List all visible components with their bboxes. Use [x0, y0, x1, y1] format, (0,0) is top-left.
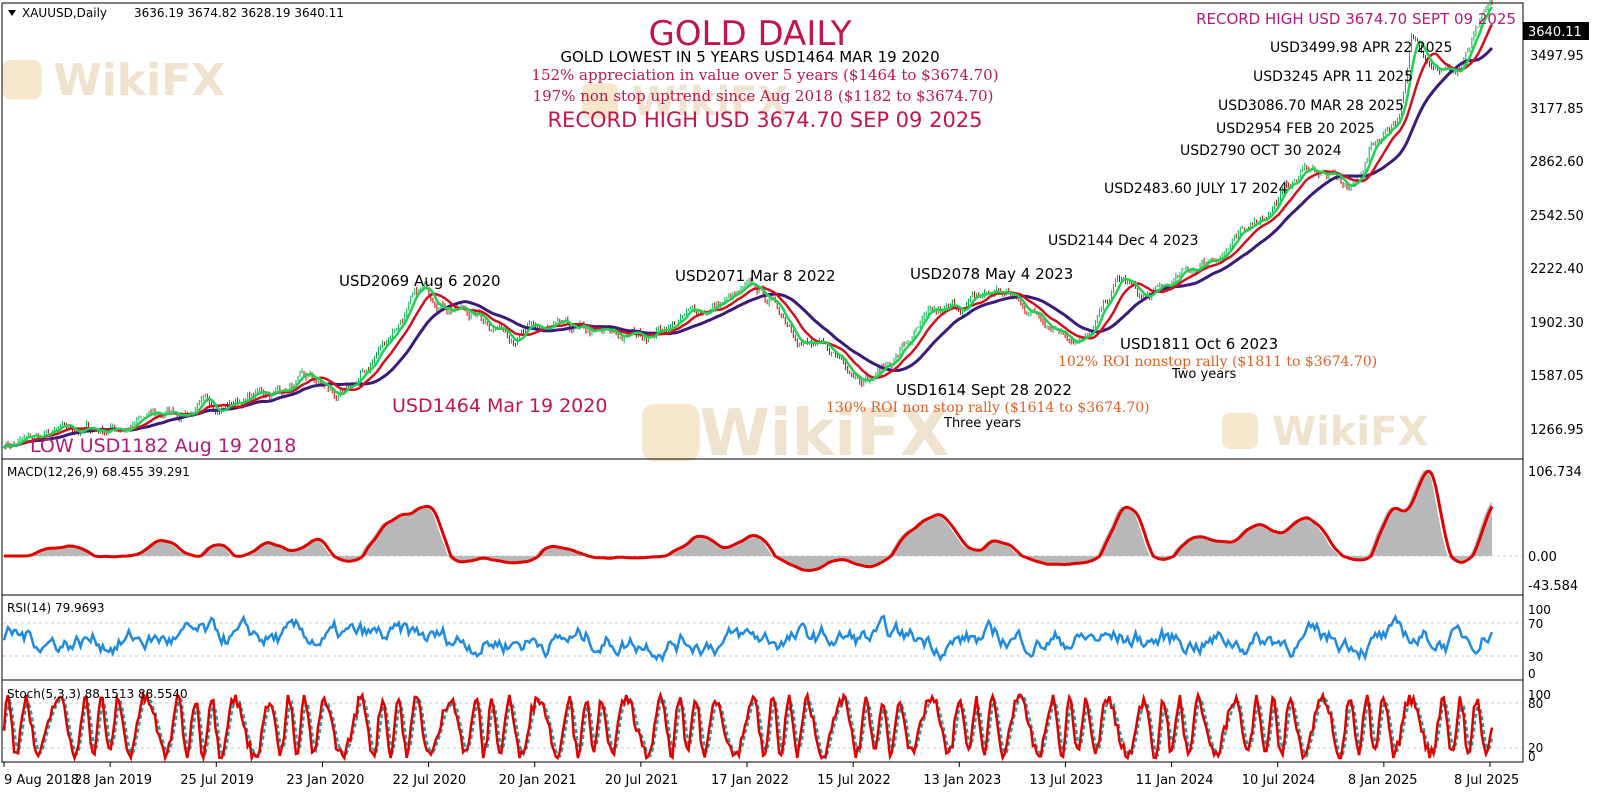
- rsi-label: RSI(14) 79.9693: [7, 601, 105, 615]
- annotation-two-years: Two years: [1171, 367, 1237, 382]
- annotation-2071: USD2071 Mar 8 2022: [675, 267, 836, 285]
- annotation-three-years: Three years: [943, 416, 1021, 431]
- ma-slow-line: [2, 46, 1494, 450]
- annotation-1614: USD1614 Sept 28 2022: [896, 381, 1072, 399]
- annotation-2069: USD2069 Aug 6 2020: [339, 272, 501, 290]
- macd-signal-line: [4, 469, 1494, 572]
- panel-frames: [1, 2, 1524, 763]
- last-price-value: 3640.11: [1528, 25, 1582, 40]
- stoch-axis: 100 80 20 0: [1528, 688, 1551, 764]
- time-tick: 13 Jul 2023: [1029, 773, 1103, 788]
- annotation-3499: USD3499.98 APR 22 2025: [1270, 40, 1452, 56]
- annotation-1464: USD1464 Mar 19 2020: [392, 395, 607, 417]
- price-annotations: USD2069 Aug 6 2020 USD2071 Mar 8 2022 US…: [30, 40, 1452, 457]
- stoch-series-layer: [2, 690, 1494, 763]
- macd-axis: 106.734 0.00 -43.584: [1528, 465, 1582, 594]
- time-tick: 23 Jan 2020: [286, 773, 364, 788]
- price-tick: 1902.30: [1530, 316, 1584, 331]
- time-tick: 25 Jul 2019: [180, 773, 254, 788]
- rsi-tick: 100: [1528, 603, 1551, 617]
- last-price-tag: 3640.11: [1523, 22, 1589, 40]
- rsi-tick: 0: [1528, 667, 1536, 681]
- annotation-3245: USD3245 APR 11 2025: [1253, 69, 1413, 85]
- macd-histogram: [4, 470, 1492, 571]
- price-tick: 3177.85: [1530, 102, 1584, 117]
- ma-mid-line: [3, 23, 1494, 449]
- price-series-layer: [2, 0, 1494, 450]
- annotation-low-1182: LOW USD1182 Aug 19 2018: [30, 435, 296, 457]
- watermark-text: WikiFX: [1272, 409, 1428, 455]
- stoch-tick: 0: [1528, 750, 1536, 764]
- time-tick: 15 Jul 2022: [817, 773, 891, 788]
- annotation-roi-102: 102% ROI nonstop rally ($1811 to $3674.7…: [1058, 354, 1377, 370]
- rsi-tick: 30: [1528, 650, 1543, 664]
- title-line-3: 197% non stop uptrend since Aug 2018 ($1…: [533, 87, 994, 105]
- time-tick: 20 Jul 2021: [605, 773, 679, 788]
- annotation-2954: USD2954 FEB 20 2025: [1216, 121, 1375, 137]
- stoch-tick: 80: [1528, 697, 1543, 711]
- stoch-tick: 100: [1528, 688, 1551, 702]
- chevron-down-icon[interactable]: [8, 10, 16, 16]
- annotation-2144: USD2144 Dec 4 2023: [1048, 233, 1199, 249]
- annotation-2078: USD2078 May 4 2023: [910, 265, 1073, 283]
- title-line-1: GOLD LOWEST IN 5 YEARS USD1464 MAR 19 20…: [560, 48, 939, 66]
- time-tick: 20 Jan 2021: [499, 773, 577, 788]
- watermark-text: WikiFX: [632, 79, 788, 125]
- time-tick: 28 Jan 2019: [74, 773, 152, 788]
- annotation-2483: USD2483.60 JULY 17 2024: [1104, 181, 1288, 197]
- watermark-logo: [642, 403, 700, 462]
- time-tick: 9 Aug 2018: [4, 773, 79, 788]
- price-tick: 2862.60: [1530, 155, 1584, 170]
- rsi-line: [2, 613, 1494, 664]
- ohlc-values: 3636.19 3674.82 3628.19 3640.11: [134, 6, 344, 20]
- time-tick: 8 Jul 2025: [1454, 773, 1519, 788]
- macd-tick: -43.584: [1528, 579, 1578, 594]
- watermark-text: WikiFX: [53, 55, 225, 106]
- rsi-axis: 100 70 30 0: [1528, 603, 1551, 681]
- time-tick: 17 Jan 2022: [711, 773, 789, 788]
- stoch-tick: 20: [1528, 741, 1543, 755]
- price-tick: 3497.95: [1530, 49, 1584, 64]
- macd-series-layer: [4, 469, 1494, 572]
- symbol-name: XAUUSD,Daily: [22, 6, 107, 20]
- title-block: GOLD DAILY GOLD LOWEST IN 5 YEARS USD146…: [531, 10, 1516, 132]
- stoch-main-line: [2, 690, 1494, 763]
- time-tick: 22 Jul 2020: [393, 773, 467, 788]
- macd-tick: 106.734: [1528, 465, 1582, 480]
- time-tick: 10 Jul 2024: [1242, 773, 1316, 788]
- annotation-1811: USD1811 Oct 6 2023: [1120, 335, 1278, 353]
- title-line-4: RECORD HIGH USD 3674.70 SEP 09 2025: [547, 108, 982, 132]
- annotation-roi-130: 130% ROI non stop rally ($1614 to $3674.…: [826, 400, 1150, 416]
- price-tick: 2542.50: [1530, 209, 1584, 224]
- price-tick: 2222.40: [1530, 262, 1584, 277]
- price-tick: 1266.95: [1530, 423, 1584, 438]
- watermark-logo: [1222, 413, 1258, 449]
- stoch-label: Stoch(5,3,3) 88.1513 88.5540: [7, 687, 188, 701]
- annotation-3086: USD3086.70 MAR 28 2025: [1218, 98, 1404, 114]
- ma-fast-line: [3, 6, 1493, 449]
- macd-tick: 0.00: [1528, 550, 1557, 565]
- rsi-tick: 70: [1528, 617, 1543, 631]
- time-tick: 13 Jan 2023: [923, 773, 1001, 788]
- annotation-2790: USD2790 OCT 30 2024: [1180, 143, 1342, 159]
- macd-label: MACD(12,26,9) 68.455 39.291: [7, 465, 190, 479]
- watermark-logo: [2, 59, 42, 100]
- top-right-record-note: RECORD HIGH USD 3674.70 SEPT 09 2025: [1196, 10, 1516, 28]
- symbol-header: XAUUSD,Daily 3636.19 3674.82 3628.19 364…: [8, 6, 344, 20]
- title-line-2: 152% appreciation in value over 5 years …: [531, 66, 998, 84]
- chart-title: GOLD DAILY: [648, 14, 851, 54]
- time-tick: 11 Jan 2024: [1136, 773, 1214, 788]
- price-tick: 1587.05: [1530, 369, 1584, 384]
- watermark-logo: [582, 83, 618, 119]
- stoch-signal-line: [2, 693, 1494, 761]
- price-axis: 3497.95 3177.85 2862.60 2542.50 2222.40 …: [1530, 49, 1584, 438]
- time-tick: 8 Jan 2025: [1348, 773, 1418, 788]
- rsi-series-layer: [2, 613, 1494, 664]
